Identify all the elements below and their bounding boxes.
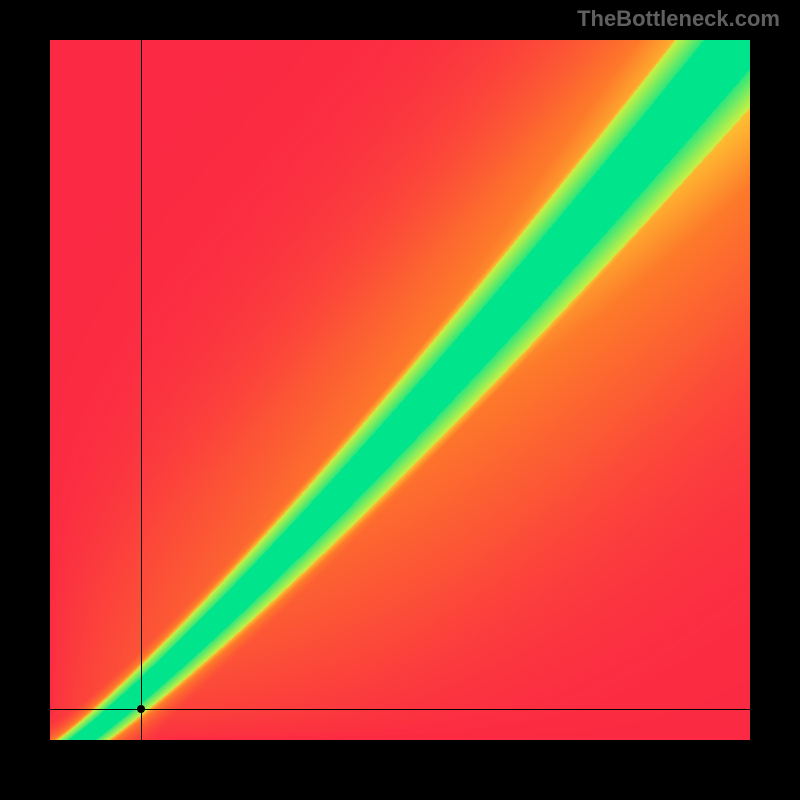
- marker-dot: [137, 705, 145, 713]
- crosshair-vertical: [141, 40, 142, 740]
- heatmap-canvas: [50, 40, 750, 740]
- crosshair-horizontal: [50, 709, 750, 710]
- heatmap-chart: [50, 40, 750, 740]
- watermark-text: TheBottleneck.com: [577, 6, 780, 32]
